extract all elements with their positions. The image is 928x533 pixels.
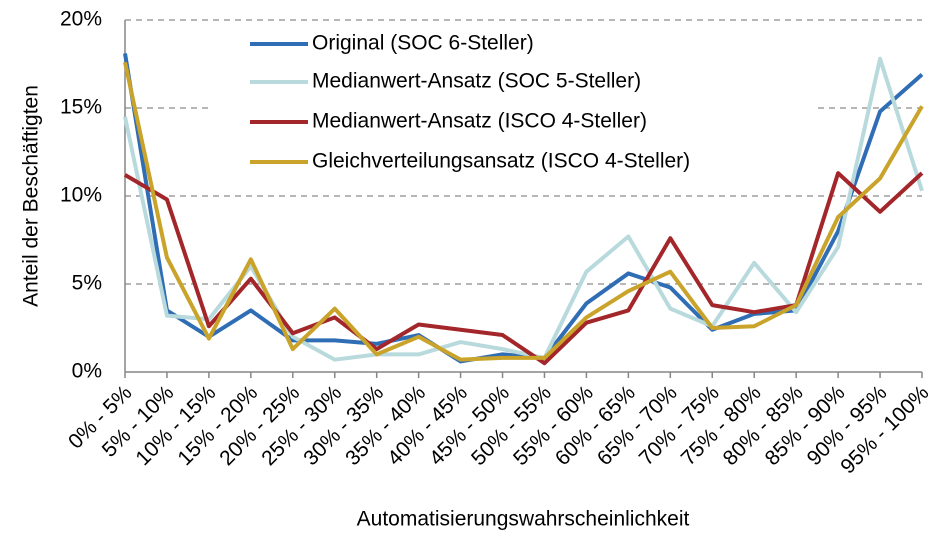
y-tick-label: 5%	[72, 272, 102, 295]
y-tick-label: 0%	[72, 360, 102, 383]
y-tick-label: 10%	[60, 184, 102, 207]
y-tick-label: 20%	[60, 8, 102, 31]
series-line	[123, 171, 924, 366]
x-axis-title: Automatisierungswahrscheinlichkeit	[357, 508, 690, 531]
y-tick-label: 15%	[60, 96, 102, 119]
legend-label: Medianwert-Ansatz (ISCO 4-Steller)	[312, 110, 647, 133]
legend-label: Medianwert-Ansatz (SOC 5-Steller)	[312, 70, 641, 93]
y-axis-title: Anteil der Beschäftigten	[20, 85, 43, 307]
legend-label: Gleichverteilungsansatz (ISCO 4-Steller)	[312, 150, 690, 173]
legend-label: Original (SOC 6-Steller)	[312, 32, 534, 55]
series-line	[123, 61, 924, 362]
legend-background	[212, 24, 816, 184]
